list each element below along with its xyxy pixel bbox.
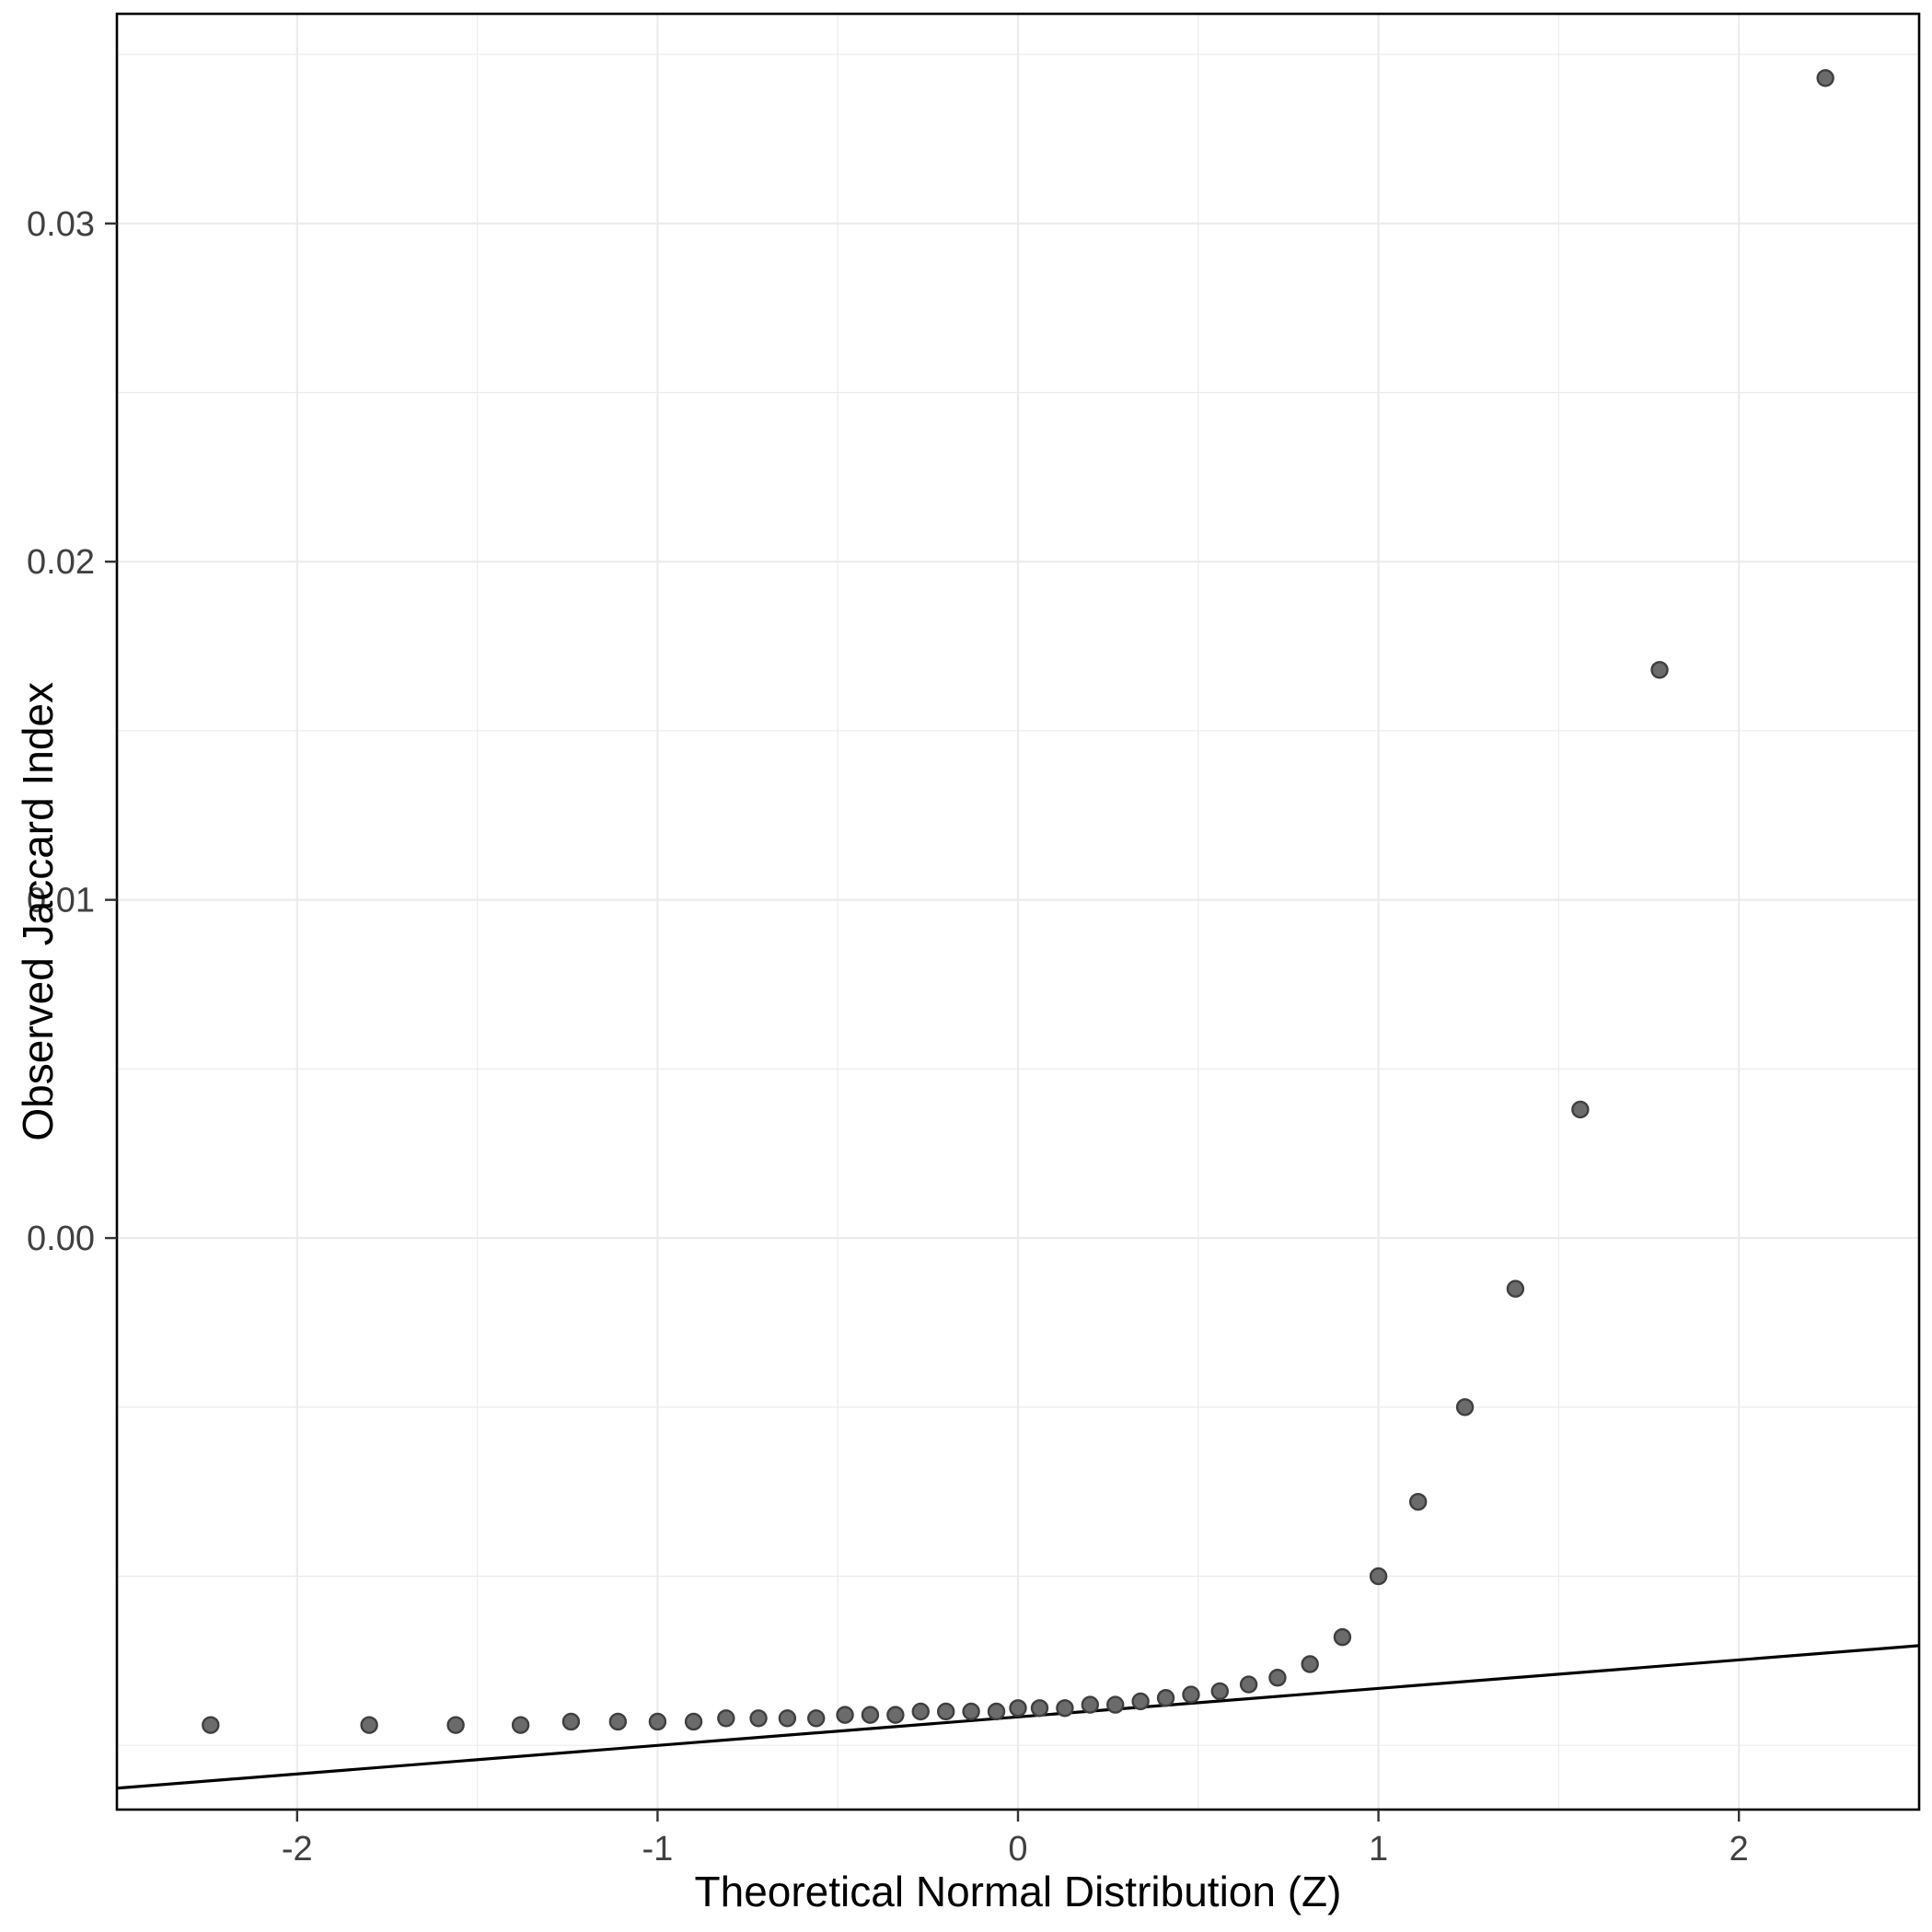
data-point <box>861 1706 880 1724</box>
data-point <box>1650 661 1669 679</box>
data-point <box>1182 1685 1200 1704</box>
data-point <box>608 1712 628 1731</box>
data-point <box>1301 1655 1319 1673</box>
data-point <box>511 1716 530 1734</box>
data-point <box>749 1709 768 1728</box>
x-tick-label: 0 <box>1008 1830 1027 1868</box>
x-tick-label: -2 <box>282 1830 313 1868</box>
y-tick-label: 0.03 <box>27 205 95 244</box>
data-point <box>1408 1492 1428 1511</box>
data-point <box>1816 69 1834 87</box>
data-point <box>807 1709 826 1728</box>
data-point <box>1455 1398 1475 1417</box>
data-point <box>1239 1675 1258 1694</box>
x-tick-label: -1 <box>642 1830 674 1868</box>
data-point <box>1030 1699 1049 1718</box>
data-point <box>648 1712 667 1731</box>
data-point <box>202 1716 220 1734</box>
x-axis-title: Theoretical Normal Distribution (Z) <box>694 1868 1342 1915</box>
data-point <box>1571 1100 1590 1119</box>
data-point <box>1506 1279 1525 1298</box>
y-axis-title-wrapper: Observed Jaccard Index <box>13 14 63 1810</box>
data-point <box>561 1712 581 1731</box>
data-point <box>1009 1699 1027 1718</box>
y-axis-title: Observed Jaccard Index <box>14 682 62 1141</box>
data-point <box>987 1702 1006 1721</box>
data-point <box>936 1702 955 1721</box>
data-point <box>1268 1669 1287 1687</box>
data-point <box>962 1702 980 1721</box>
data-point <box>886 1706 905 1724</box>
y-tick-label: 0.02 <box>27 543 95 582</box>
data-point <box>778 1709 797 1728</box>
data-point <box>1056 1699 1074 1718</box>
data-point <box>1106 1695 1125 1714</box>
y-tick-label: 0.00 <box>27 1220 95 1258</box>
data-point <box>446 1716 465 1734</box>
data-point <box>684 1712 703 1731</box>
data-point <box>1081 1695 1100 1714</box>
data-point <box>911 1702 930 1721</box>
x-tick-label: 1 <box>1369 1830 1388 1868</box>
data-point <box>717 1709 735 1728</box>
data-point <box>1210 1682 1229 1701</box>
y-tick-label: 0.01 <box>27 882 95 920</box>
data-point <box>1369 1567 1388 1586</box>
data-point <box>1156 1689 1175 1707</box>
x-tick-label: 2 <box>1730 1830 1749 1868</box>
data-point <box>1333 1627 1352 1647</box>
data-point <box>360 1716 378 1734</box>
data-point <box>836 1706 854 1724</box>
data-point <box>1131 1692 1150 1711</box>
